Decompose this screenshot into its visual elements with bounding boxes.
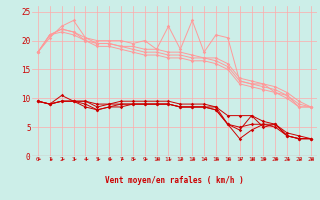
X-axis label: Vent moyen/en rafales ( km/h ): Vent moyen/en rafales ( km/h ): [105, 176, 244, 185]
